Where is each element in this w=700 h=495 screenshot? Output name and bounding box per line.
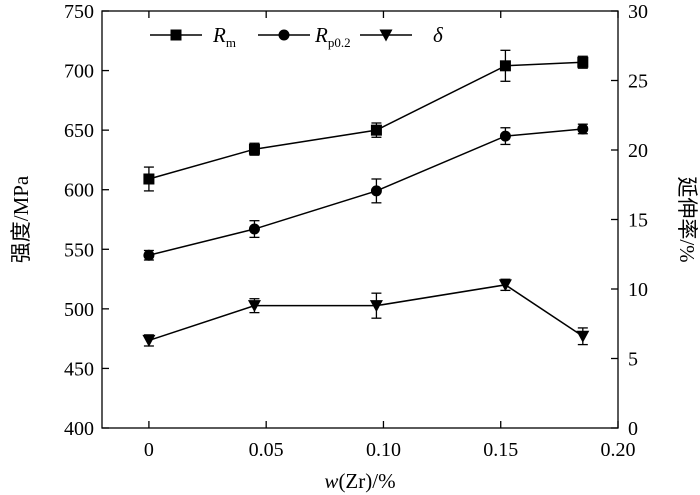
y-left-tick-label: 400 <box>64 418 94 440</box>
legend-item-δ: δ <box>360 23 444 47</box>
y-right-tick-label: 10 <box>628 279 648 301</box>
data-point-circle <box>248 223 260 235</box>
y-left-tick-label: 700 <box>64 61 94 83</box>
legend: Rm Rp0.2 δ <box>150 23 444 50</box>
plot-frame <box>101 10 619 429</box>
y-axis-right-title: 延伸率/% <box>675 176 699 262</box>
data-point-circle <box>143 249 155 261</box>
y-right-tick-label: 5 <box>628 349 638 371</box>
legend-item-Rm: Rm <box>150 23 236 50</box>
data-point-circle <box>499 130 511 142</box>
y-right-tick-label: 25 <box>628 71 648 93</box>
y-left-tick-label: 650 <box>64 120 94 142</box>
y-left-tick-label: 450 <box>64 358 94 380</box>
legend-label: Rp0.2 <box>314 23 351 50</box>
y-left-tick-label: 550 <box>64 239 94 261</box>
x-axis-title: w(Zr)/% <box>324 469 395 493</box>
y-right-tick-label: 0 <box>628 418 638 440</box>
legend-item-Rp0.2: Rp0.2 <box>258 23 351 50</box>
x-tick-label: 0.15 <box>483 439 518 461</box>
series-Rp0.2 <box>143 123 589 261</box>
series-layer <box>142 49 590 347</box>
legend-label-sub: m <box>226 35 236 50</box>
data-point-square <box>143 173 155 185</box>
y-right-tick-label: 30 <box>628 1 648 23</box>
data-point-triangle <box>142 334 156 347</box>
data-point-triangle <box>379 29 393 42</box>
x-tick-label: 0.10 <box>366 439 401 461</box>
series-Rm <box>143 49 589 192</box>
data-point-circle <box>370 185 382 197</box>
y-left-tick-label: 750 <box>64 1 94 23</box>
series-δ <box>142 278 590 347</box>
x-tick-label: 0 <box>144 439 154 461</box>
x-tick-label: 0.20 <box>601 439 636 461</box>
series-line <box>148 61 583 180</box>
legend-label: Rm <box>212 23 236 50</box>
data-point-triangle <box>369 300 383 313</box>
data-point-square <box>577 56 589 68</box>
data-point-triangle <box>247 300 261 313</box>
legend-label: δ <box>433 23 444 47</box>
data-point-triangle <box>576 330 590 343</box>
y-axis-left-title: 强度/MPa <box>9 175 33 263</box>
data-point-circle <box>278 29 290 41</box>
y-right-tick-label: 15 <box>628 210 648 232</box>
x-tick-label: 0.05 <box>249 439 284 461</box>
legend-label-main: R <box>314 23 328 47</box>
series-line <box>148 284 584 342</box>
y-left-tick-label: 600 <box>64 180 94 202</box>
legend-label-main: δ <box>433 23 444 47</box>
legend-label-main: R <box>212 23 226 47</box>
data-point-circle <box>577 123 589 135</box>
series-line <box>148 128 583 256</box>
data-point-square <box>370 124 382 136</box>
data-point-square <box>499 60 511 72</box>
x-axis-title-rest: (Zr)/% <box>338 469 395 493</box>
y-right-tick-label: 20 <box>628 140 648 162</box>
data-point-square <box>248 143 260 155</box>
data-point-square <box>170 29 182 41</box>
data-point-triangle <box>498 279 512 292</box>
y-left-tick-label: 500 <box>64 299 94 321</box>
x-axis-title-var: w <box>324 469 338 493</box>
legend-label-sub: p0.2 <box>328 35 351 50</box>
axes: 0 0.05 0.10 0.15 0.20 400 450 500 550 600 650 700 75… <box>64 1 648 461</box>
